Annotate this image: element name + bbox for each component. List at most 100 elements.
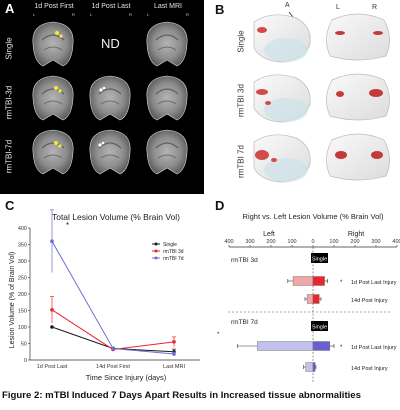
data-point <box>172 352 176 356</box>
bar-left <box>292 276 314 286</box>
panel-d-label: D <box>215 198 225 213</box>
chart-d-title: Right vs. Left Lesion Volume (% Brain Vo… <box>243 212 384 221</box>
brain-slice-7d-2 <box>89 129 131 175</box>
col-header-1d-post-last: 1d Post Last <box>91 3 131 10</box>
brain-slice-single-1 <box>32 21 74 67</box>
lesion-render <box>257 27 267 33</box>
panel-b-3d-renders <box>253 11 390 183</box>
data-point <box>50 239 54 243</box>
x-tick-label: 400 <box>224 239 233 245</box>
lesion-marker <box>55 31 59 35</box>
bar-left <box>257 341 314 351</box>
legend-label: rmTBI 7d <box>163 256 184 262</box>
brain-slice-3d-3 <box>146 75 188 121</box>
x-tick-label: Last MRI <box>163 364 185 370</box>
bar-right <box>312 362 316 372</box>
star-3d-right: * <box>340 280 343 286</box>
data-point <box>172 340 176 344</box>
render-single-front <box>326 13 390 61</box>
brain-slice-7d-3 <box>146 129 188 175</box>
y-tick-label: 150 <box>18 309 27 315</box>
bar-right <box>312 294 320 304</box>
lesion-marker <box>98 143 102 147</box>
panel-c-label: C <box>5 198 15 213</box>
not-determined-label: ND <box>101 36 120 51</box>
chart-c-xlabel: Time Since Injury (days) <box>86 373 167 382</box>
bar-right <box>312 276 325 286</box>
lesion-render <box>335 31 345 35</box>
y-tick-label: 400 <box>18 226 27 232</box>
chart-c-ylabel: Lesion Volume (% of Brain Vol) <box>9 252 16 349</box>
lesion-marker <box>58 89 62 93</box>
lesion-render <box>265 101 271 105</box>
y-tick-label: 100 <box>18 325 27 331</box>
render-3d-front <box>326 73 390 121</box>
legend-label: Single <box>163 242 177 248</box>
figure-caption: Figure 2: mTBI Induced 7 Days Apart Resu… <box>2 390 361 401</box>
bar-left <box>305 362 314 372</box>
chart-c-star: * <box>66 221 69 230</box>
y-tick-label: 250 <box>18 276 27 282</box>
brain-slice-7d-1 <box>32 129 74 175</box>
lesion-marker <box>54 141 58 145</box>
col-header-1d-post-first: 1d Post First <box>34 3 74 10</box>
b-lr-left: L <box>336 4 340 11</box>
x-tick-label: 300 <box>371 239 380 245</box>
x-tick-label: 14d Post First <box>96 364 130 370</box>
row-label-7d-1d: 1d Post Last Injury <box>351 345 397 351</box>
star-7d-right: * <box>340 345 343 351</box>
row-label-3d-1d: 1d Post Last Injury <box>351 280 397 286</box>
lesion-marker <box>59 34 63 38</box>
y-tick-label: 200 <box>18 292 27 298</box>
lesion-render <box>336 91 344 97</box>
x-tick-label: 100 <box>329 239 338 245</box>
data-point <box>50 325 54 329</box>
lr-right-2: R <box>129 12 132 17</box>
brain-slice-single-3 <box>146 21 188 67</box>
y-tick-label: 0 <box>24 358 27 364</box>
lesion-render <box>369 89 383 97</box>
legend-swatch-dot <box>154 242 158 246</box>
panel-b-label: B <box>215 2 225 17</box>
lesion-marker <box>54 86 58 90</box>
lesion-render <box>373 31 383 35</box>
group-label-3d: rmTBI 3d <box>231 257 258 264</box>
brain-slice-3d-2 <box>89 75 131 121</box>
chart-c-title: Total Lesion Volume (% Brain Vol) <box>52 212 180 222</box>
lr-right-1: R <box>72 12 75 17</box>
panel-a-mri-grid: A 1d Post First 1d Post Last Last MRI L … <box>0 0 204 194</box>
single-tag-3d-text: Single <box>312 257 327 263</box>
x-tick-label: 100 <box>287 239 296 245</box>
render-7d-side <box>253 134 311 183</box>
x-tick-label: 0 <box>311 239 314 245</box>
lr-left-1: L <box>33 12 36 17</box>
legend-swatch-dot <box>154 256 158 260</box>
lesion-render <box>256 89 268 95</box>
brain-slice-3d-1 <box>32 75 74 121</box>
single-tag-7d <box>311 321 328 331</box>
data-point <box>50 308 54 312</box>
bar-left <box>306 294 314 304</box>
legend-label: rmTBI 3d <box>163 249 184 255</box>
bar-right <box>312 341 330 351</box>
x-tick-label: 200 <box>350 239 359 245</box>
render-3d-side <box>253 74 311 123</box>
render-single-side <box>253 14 311 63</box>
lesion-render <box>371 151 383 159</box>
y-tick-label: 350 <box>18 243 27 249</box>
x-tick-label: 400 <box>392 239 400 245</box>
x-tick-label: 200 <box>266 239 275 245</box>
lr-left-3: L <box>147 12 150 17</box>
y-tick-label: 50 <box>21 342 27 348</box>
lesion-marker <box>58 144 62 148</box>
lr-right-3: R <box>186 12 189 17</box>
x-tick-label: 1d Post Last <box>37 364 68 370</box>
lesion-render <box>271 158 277 162</box>
axis-anterior: A <box>285 2 290 9</box>
single-tag-3d <box>311 253 328 263</box>
chart-d-right-side: Right <box>348 231 364 238</box>
col-header-last-mri: Last MRI <box>153 3 182 10</box>
lr-left-2: L <box>90 12 93 17</box>
